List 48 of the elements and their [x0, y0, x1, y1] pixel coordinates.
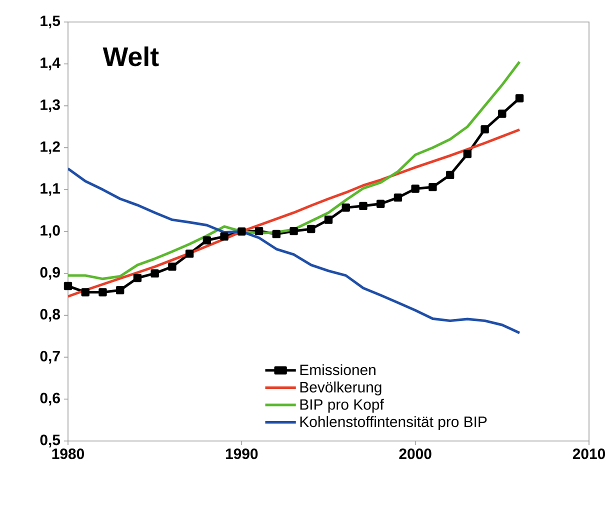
legend-label: BIP pro Kopf [300, 398, 384, 413]
point [272, 230, 281, 238]
y-tick-label: 0,8 [40, 308, 60, 322]
y-tick-label: 1,4 [40, 58, 60, 70]
point [150, 269, 159, 278]
point [168, 262, 176, 271]
y-tick-label: 0,5 [40, 434, 60, 448]
text: Welt [102, 46, 159, 66]
point [394, 193, 402, 202]
y-tick-label: 0,7 [40, 350, 60, 364]
point [185, 250, 194, 258]
point [324, 216, 333, 224]
x-tick-label: 1990 [226, 448, 258, 460]
x-tick-label: 2010 [572, 448, 605, 460]
point [290, 226, 298, 236]
point [64, 282, 72, 290]
point [342, 204, 350, 212]
point [359, 202, 368, 210]
legend-label: Bevölkerung [300, 382, 382, 396]
point [498, 110, 506, 118]
point [238, 227, 246, 236]
point [411, 184, 420, 193]
y-tick-label: 1,0 [40, 225, 60, 238]
point [428, 182, 437, 192]
point [116, 286, 124, 294]
point [307, 224, 316, 234]
point [376, 200, 385, 208]
legend-label: Emissionen [300, 364, 376, 376]
point [98, 288, 107, 296]
y-tick-label: 0,9 [40, 267, 60, 280]
line-series [68, 167, 521, 334]
x-tick-label: 1980 [52, 448, 84, 460]
point [133, 274, 142, 282]
point [202, 236, 212, 244]
point [515, 94, 524, 102]
point [81, 288, 90, 296]
y-tick-label: 1,1 [40, 183, 60, 196]
y-tick-label: 0,6 [40, 392, 60, 406]
point [254, 226, 264, 236]
point [480, 125, 489, 134]
x-tick-label: 2000 [399, 448, 432, 460]
legend-label: Kohlenstoffintensität pro BIP [300, 416, 487, 430]
y-tick-label: 1,3 [40, 99, 60, 112]
point [446, 170, 454, 180]
point [463, 150, 472, 158]
y-tick-label: 1,2 [40, 141, 60, 154]
point [220, 232, 228, 241]
y-tick-label: 1,5 [40, 16, 60, 28]
